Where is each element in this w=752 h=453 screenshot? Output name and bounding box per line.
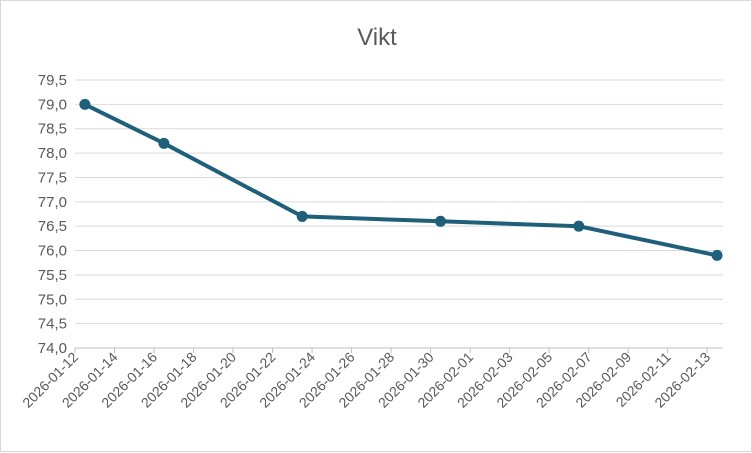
y-tick-label: 74,5 xyxy=(38,316,67,333)
y-tick-label: 75,0 xyxy=(38,291,67,308)
series-line xyxy=(82,102,720,258)
chart-title: Vikt xyxy=(357,24,397,51)
data-point-marker xyxy=(434,215,446,227)
series-layer xyxy=(79,98,723,261)
data-point-marker xyxy=(158,137,170,149)
y-tick-label: 77,5 xyxy=(38,169,67,186)
y-tick-label: 76,5 xyxy=(38,218,67,235)
y-axis-ticks: 74,0 74,5 75,0 75,5 76,0 76,5 77,0 77,5 78,0 78,5… xyxy=(38,72,67,357)
y-tick-label: 79,0 xyxy=(38,96,67,113)
x-axis-ticks: 2026-01-122026-01-142026-01-162026-01-18… xyxy=(19,348,713,411)
data-point-marker xyxy=(711,249,723,261)
y-tick-label: 75,5 xyxy=(38,267,67,284)
y-tick-label: 78,5 xyxy=(38,121,67,138)
y-tick-label: 77,0 xyxy=(38,194,67,211)
y-tick-label: 79,5 xyxy=(38,72,67,89)
data-point-marker xyxy=(296,210,308,222)
data-point-marker xyxy=(573,220,585,232)
y-tick-label: 78,0 xyxy=(38,145,67,162)
y-tick-label: 76,0 xyxy=(38,243,67,260)
data-point-marker xyxy=(79,98,91,110)
gridlines xyxy=(75,79,723,349)
y-tick-label: 74,0 xyxy=(38,340,67,357)
